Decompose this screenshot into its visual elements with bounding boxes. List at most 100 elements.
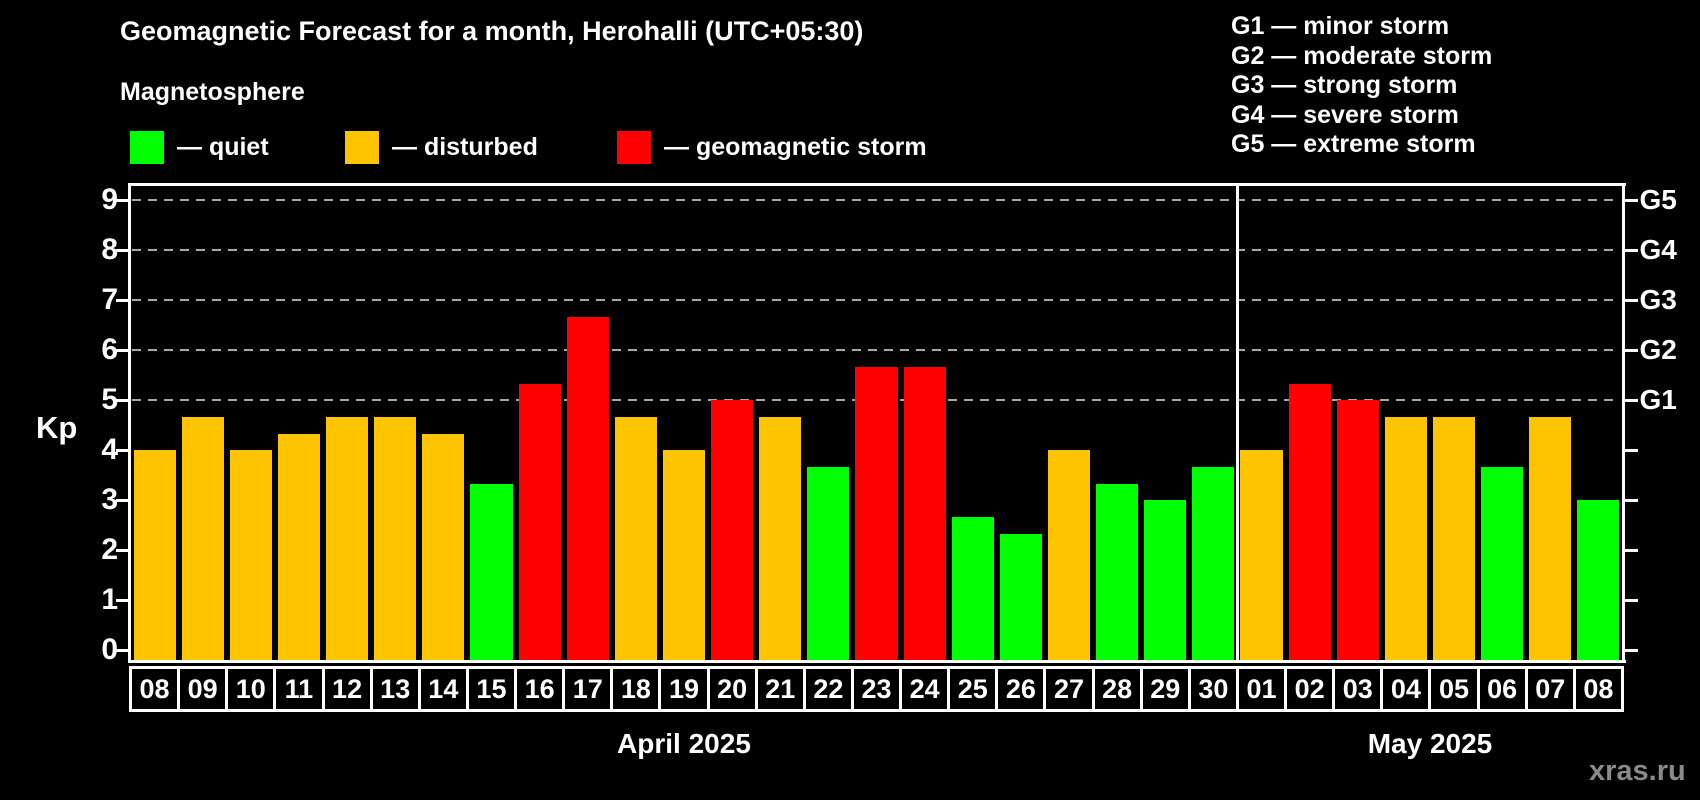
y-tick-left-5 — [115, 398, 129, 402]
kp-bar-may-06 — [1481, 466, 1524, 660]
kp-bar-may-03 — [1336, 400, 1379, 660]
g-legend-line: G4 — severe storm — [1231, 100, 1459, 129]
disturbed-legend-swatch — [345, 131, 379, 164]
kp-bar-april-11 — [277, 433, 320, 660]
y-tick-label-4: 4 — [101, 433, 118, 466]
kp-bar-may-05 — [1432, 416, 1476, 660]
y-tick-right-6 — [1624, 348, 1638, 352]
kp-bar-may-07 — [1529, 416, 1572, 660]
x-axis-baseline — [128, 659, 1626, 663]
day-label-april-30: 30 — [1187, 666, 1239, 712]
y-tick-label-3: 3 — [101, 483, 118, 516]
day-label-april-14: 14 — [417, 666, 469, 712]
day-label-april-25: 25 — [947, 666, 999, 712]
kp-bar-may-01 — [1240, 450, 1283, 660]
month-label-may: May 2025 — [1367, 728, 1493, 759]
y-tick-left-3 — [115, 498, 129, 502]
g-axis-label-g4: G4 — [1639, 234, 1677, 265]
y-axis-spine-right — [1622, 183, 1625, 663]
plot-top-spine — [128, 183, 1626, 186]
watermark: xras.ru — [1589, 755, 1686, 787]
kp-bar-may-08 — [1577, 500, 1620, 660]
kp-bar-april-23 — [855, 366, 898, 660]
kp-bar-april-21 — [759, 416, 802, 660]
y-tick-left-4 — [115, 448, 129, 452]
kp-bar-april-26 — [999, 533, 1042, 660]
month-separator-line — [1235, 185, 1239, 660]
day-label-may-01: 01 — [1235, 666, 1288, 712]
kp-bar-april-17 — [566, 316, 609, 660]
day-label-april-19: 19 — [658, 666, 710, 712]
day-label-april-16: 16 — [514, 666, 566, 712]
g-legend-line: G5 — extreme storm — [1231, 130, 1476, 158]
y-axis-spine-left — [128, 183, 131, 663]
month-label-april: April 2025 — [617, 728, 751, 759]
y-tick-right-0 — [1624, 648, 1638, 652]
g-legend-line: G3 — strong storm — [1231, 71, 1458, 99]
y-tick-left-6 — [115, 348, 129, 352]
y-tick-left-8 — [115, 248, 129, 252]
y-tick-label-6: 6 — [101, 333, 118, 366]
day-label-april-15: 15 — [465, 666, 518, 712]
kp-bar-april-12 — [326, 416, 369, 660]
kp-bar-april-09 — [181, 416, 224, 660]
day-label-april-24: 24 — [899, 666, 951, 712]
y-tick-left-9 — [115, 198, 129, 202]
g-axis-label-g2: G2 — [1639, 334, 1677, 365]
day-label-may-08: 08 — [1572, 666, 1624, 712]
day-label-april-28: 28 — [1091, 666, 1143, 712]
kp-bar-april-08 — [133, 450, 176, 660]
day-label-april-13: 13 — [369, 666, 421, 712]
day-label-april-08: 08 — [129, 666, 181, 712]
kp-bar-april-20 — [711, 400, 754, 660]
storm-legend-swatch — [617, 131, 651, 164]
g-legend-line: G2 — moderate storm — [1231, 41, 1493, 70]
g-axis-label-g3: G3 — [1639, 284, 1677, 315]
y-tick-label-8: 8 — [101, 233, 118, 266]
y-tick-right-9 — [1624, 198, 1638, 202]
day-label-april-09: 09 — [177, 666, 229, 712]
kp-bar-may-02 — [1288, 383, 1331, 660]
y-tick-label-2: 2 — [101, 533, 118, 566]
quiet-legend-label: — quiet — [177, 133, 269, 161]
disturbed-legend-label: — disturbed — [392, 133, 538, 161]
kp-bar-april-19 — [662, 450, 706, 660]
y-tick-left-0 — [115, 648, 129, 652]
y-tick-label-7: 7 — [101, 283, 118, 316]
g-scale-legend: G1 — minor storm G2 — moderate storm G3 … — [1231, 12, 1492, 160]
gridline-kp6 — [132, 349, 1620, 351]
level-legend: — quiet — disturbed — geomagnetic storm — [0, 128, 1200, 168]
kp-bar-april-16 — [518, 383, 561, 660]
gridline-kp9 — [132, 199, 1620, 201]
kp-bar-april-10 — [229, 450, 272, 660]
day-label-april-20: 20 — [706, 666, 758, 712]
day-label-april-21: 21 — [754, 666, 806, 712]
kp-bar-april-24 — [903, 366, 946, 660]
gridline-kp8 — [132, 249, 1620, 251]
chart-title: Geomagnetic Forecast for a month, Heroha… — [120, 16, 864, 46]
kp-bar-april-14 — [422, 433, 465, 660]
day-label-april-10: 10 — [225, 666, 277, 712]
kp-bar-april-15 — [470, 483, 513, 660]
y-tick-right-4 — [1624, 448, 1638, 452]
y-tick-label-9: 9 — [101, 183, 118, 216]
day-label-may-04: 04 — [1380, 666, 1432, 712]
day-label-may-06: 06 — [1476, 666, 1528, 712]
chart-subtitle: Magnetosphere — [120, 78, 305, 106]
kp-bar-april-18 — [614, 416, 657, 660]
gridline-kp7 — [132, 299, 1620, 301]
day-label-april-11: 11 — [273, 666, 325, 712]
y-tick-label-0: 0 — [101, 633, 118, 666]
y-tick-label-5: 5 — [101, 383, 118, 416]
kp-bar-april-25 — [951, 516, 994, 660]
day-label-may-07: 07 — [1524, 666, 1576, 712]
kp-bar-april-29 — [1144, 500, 1187, 660]
day-label-april-27: 27 — [1043, 666, 1095, 712]
day-label-may-05: 05 — [1428, 666, 1480, 712]
kp-bar-april-22 — [807, 466, 850, 660]
y-tick-right-7 — [1624, 298, 1638, 302]
kp-bar-april-27 — [1047, 450, 1091, 660]
kp-bar-april-30 — [1192, 466, 1235, 660]
day-label-april-12: 12 — [321, 666, 373, 712]
